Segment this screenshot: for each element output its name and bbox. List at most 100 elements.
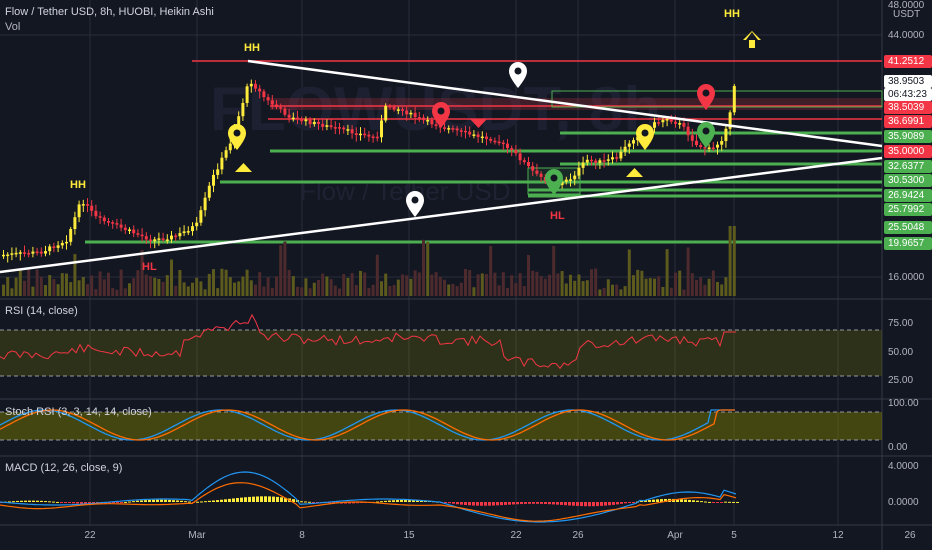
volume-bar bbox=[304, 278, 308, 296]
macd-bar bbox=[184, 501, 187, 503]
macd-bar bbox=[688, 499, 691, 502]
volume-bar bbox=[354, 284, 358, 296]
macd-bar bbox=[272, 496, 275, 502]
volume-bar bbox=[623, 286, 627, 296]
candle-body bbox=[27, 253, 31, 255]
candle-body bbox=[186, 231, 190, 233]
price-label: 38.9503 bbox=[884, 75, 932, 88]
candle-body bbox=[266, 97, 270, 101]
volume-bar bbox=[279, 245, 283, 296]
location-pin-yellow-2 bbox=[636, 124, 654, 150]
stoch-tick-0: 0.00 bbox=[888, 442, 908, 453]
candle-body bbox=[489, 138, 493, 141]
macd-bar bbox=[596, 502, 599, 507]
volume-bar bbox=[287, 269, 291, 296]
rsi-tick-25: 25.00 bbox=[888, 375, 914, 386]
candle-body bbox=[468, 131, 472, 135]
volume-bar bbox=[69, 282, 73, 296]
candle-body bbox=[367, 134, 371, 137]
candle-body bbox=[401, 109, 404, 111]
macd-bar bbox=[304, 501, 307, 503]
volume-bar bbox=[480, 273, 484, 296]
volume-bar bbox=[648, 278, 652, 296]
macd-bar bbox=[348, 502, 351, 504]
volume-bar bbox=[14, 277, 18, 296]
macd-bar bbox=[52, 501, 55, 503]
volume-bar bbox=[409, 278, 413, 296]
macd-bar bbox=[608, 502, 611, 506]
volume-bar bbox=[522, 286, 526, 296]
volume-bar bbox=[35, 269, 39, 296]
candle-body bbox=[157, 238, 161, 240]
volume-bar bbox=[468, 269, 472, 296]
price-label: 41.2512 bbox=[884, 55, 932, 68]
volume-bar bbox=[220, 268, 224, 296]
macd-bar bbox=[472, 502, 475, 506]
candle-body bbox=[409, 112, 413, 115]
candle-body bbox=[732, 86, 736, 113]
currency-badge[interactable]: USDT bbox=[893, 9, 921, 20]
volume-bar bbox=[384, 273, 388, 296]
candle-body bbox=[413, 112, 417, 118]
macd-bar bbox=[128, 501, 131, 503]
candle-body bbox=[560, 181, 564, 186]
arrow-up-icon bbox=[743, 31, 761, 48]
candle-body bbox=[300, 118, 304, 122]
candle-body bbox=[165, 239, 169, 241]
candle-body bbox=[203, 197, 207, 211]
x-tick: 5 bbox=[731, 530, 737, 541]
candle-body bbox=[350, 129, 354, 134]
volume-bar bbox=[556, 273, 560, 296]
candle-body bbox=[720, 141, 724, 145]
candle-body bbox=[228, 143, 232, 151]
volume-bars bbox=[2, 226, 736, 296]
candle-body bbox=[170, 235, 173, 240]
green-box-upper bbox=[551, 90, 883, 108]
candle-body bbox=[254, 83, 257, 89]
candle-body bbox=[149, 239, 152, 242]
volume-bar bbox=[426, 241, 430, 296]
upper-trendline bbox=[247, 59, 883, 148]
price-label: 06:43:23 bbox=[884, 88, 932, 101]
candle-body bbox=[6, 254, 10, 257]
volume-bar bbox=[690, 273, 694, 296]
candle-body bbox=[39, 251, 43, 254]
candle-body bbox=[430, 119, 434, 125]
volume-bar bbox=[405, 275, 409, 296]
volume-bar bbox=[560, 271, 564, 296]
rsi-line bbox=[0, 313, 736, 370]
volume-bar bbox=[10, 288, 14, 296]
volume-bar bbox=[417, 272, 421, 296]
candle-body bbox=[102, 217, 106, 222]
macd-bar bbox=[44, 501, 47, 503]
volume-bar bbox=[283, 241, 287, 296]
volume-bar bbox=[539, 275, 543, 296]
macd-bar bbox=[80, 502, 83, 504]
macd-bar bbox=[392, 500, 395, 502]
candle-body bbox=[707, 147, 711, 149]
candle-body bbox=[422, 117, 425, 121]
volume-bar bbox=[153, 277, 157, 296]
macd-bar bbox=[732, 501, 735, 503]
macd-bar bbox=[84, 502, 87, 504]
macd-bar bbox=[568, 502, 571, 506]
volume-bar bbox=[338, 288, 341, 296]
candle-body bbox=[380, 120, 383, 138]
triangle-down bbox=[470, 119, 487, 128]
volume-bar bbox=[422, 239, 425, 296]
volume-bar bbox=[312, 282, 316, 296]
candle-body bbox=[711, 147, 715, 149]
macd-bar bbox=[576, 502, 579, 506]
volume-bar bbox=[308, 288, 312, 296]
candle-body bbox=[459, 130, 463, 132]
candle-body bbox=[258, 88, 262, 92]
volume-bar bbox=[396, 279, 400, 296]
volume-bar bbox=[56, 284, 60, 296]
rsi-title: RSI (14, close) bbox=[5, 305, 78, 317]
x-tick: Mar bbox=[188, 530, 206, 541]
macd-bar bbox=[276, 496, 279, 502]
candle-body bbox=[304, 119, 308, 122]
lower-trendline bbox=[0, 156, 883, 274]
macd-bar bbox=[172, 500, 175, 502]
